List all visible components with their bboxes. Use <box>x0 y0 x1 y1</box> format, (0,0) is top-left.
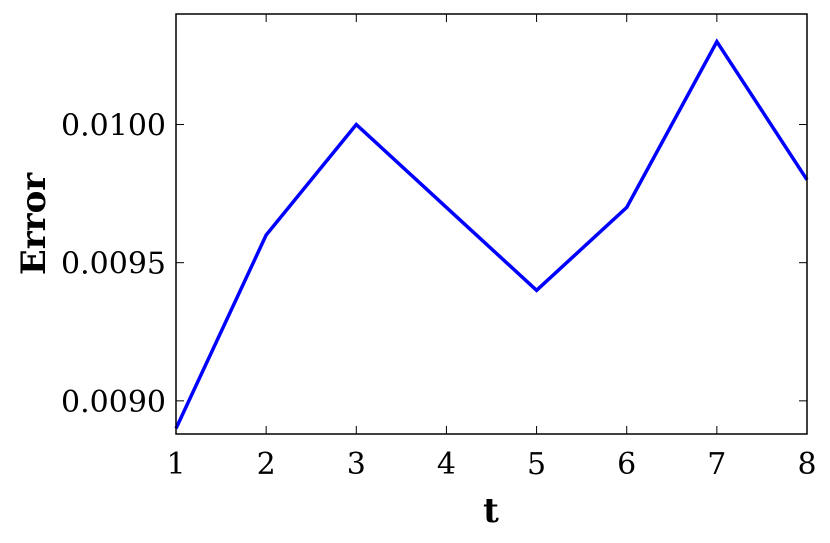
x-tick-label: 2 <box>257 447 276 482</box>
x-tick-label: 8 <box>797 447 816 482</box>
x-tick-label: 6 <box>617 447 636 482</box>
x-tick-label: 1 <box>166 447 185 482</box>
x-tick-label: 3 <box>347 447 366 482</box>
x-axis-label: t <box>483 491 499 531</box>
series-line <box>174 38 809 430</box>
y-axis-label: Error <box>14 172 54 275</box>
y-tick-label: 0.0095 <box>61 247 166 282</box>
x-tick-label: 7 <box>707 447 726 482</box>
y-tick-label: 0.0090 <box>61 385 166 420</box>
x-tick-label: 5 <box>527 447 546 482</box>
y-tick-label: 0.0100 <box>61 109 166 144</box>
plot-frame <box>175 13 808 435</box>
x-tick-label: 4 <box>437 447 456 482</box>
